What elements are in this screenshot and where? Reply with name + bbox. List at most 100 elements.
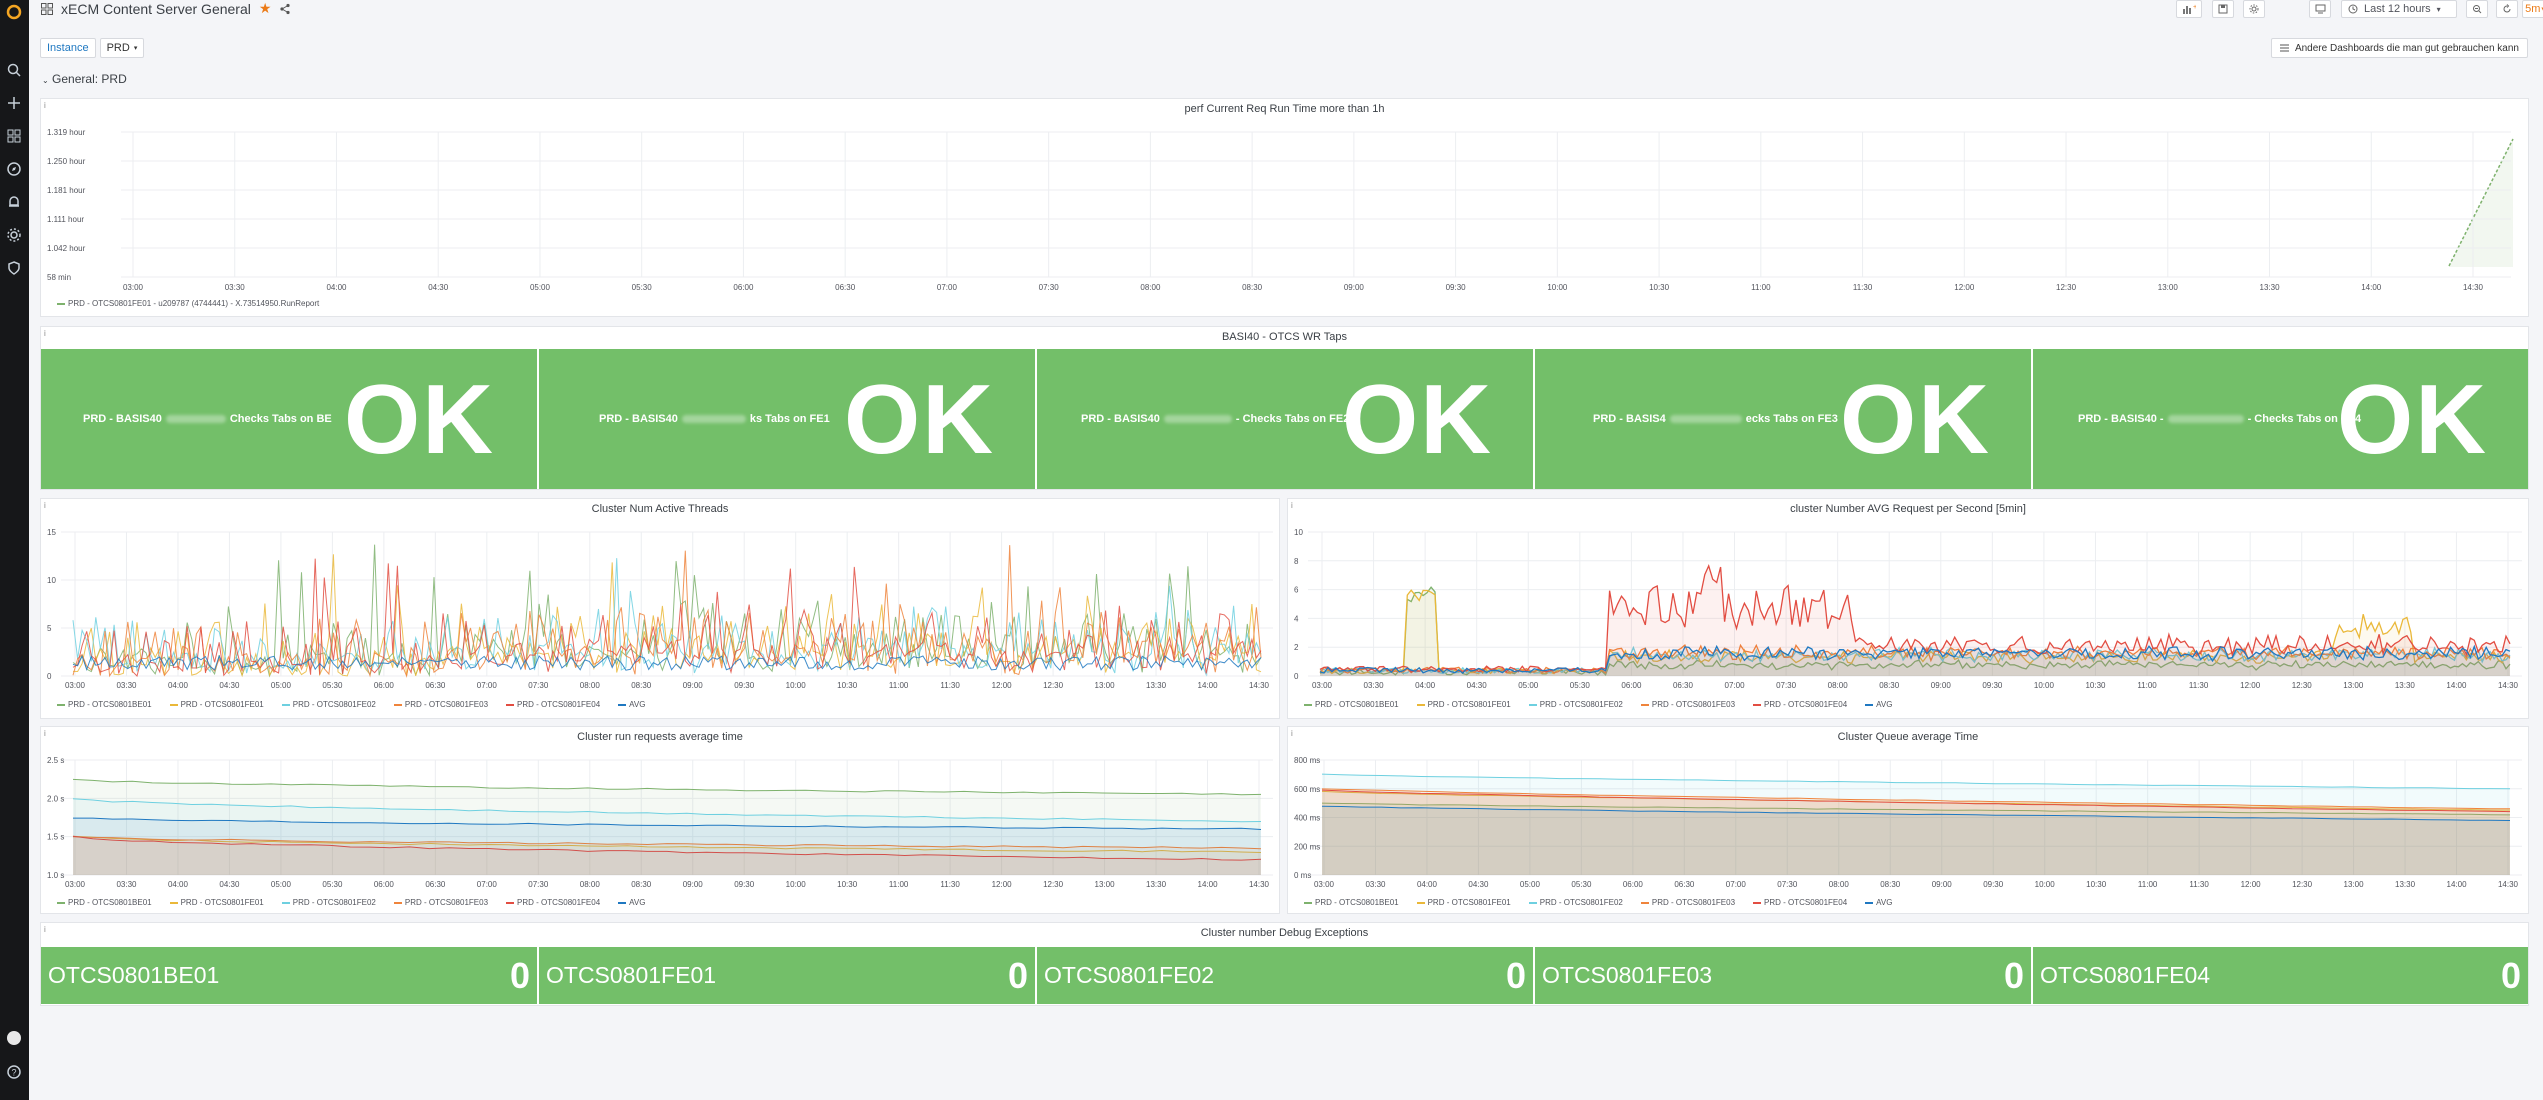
basis-ok-tile[interactable]: PRD - BASIS40 - Checks Tabs on FE2 OK [1037, 349, 1533, 489]
debug-exception-tile[interactable]: OTCS0801FE03 0 [1535, 947, 2031, 1004]
tv-mode-button[interactable] [2309, 0, 2331, 18]
panel-title[interactable]: Cluster run requests average time [577, 731, 743, 743]
debug-exception-tile[interactable]: OTCS0801FE02 0 [1037, 947, 1533, 1004]
refresh-interval-picker[interactable]: 5m ▾ [2522, 0, 2543, 18]
y-tick-label: 2.5 s [47, 756, 64, 765]
x-tick-label: 03:30 [225, 283, 246, 292]
legend-item[interactable]: PRD - OTCS0801FE04 [1753, 700, 1847, 709]
legend-item[interactable]: PRD - OTCS0801FE01 - u209787 (4744441) -… [57, 299, 319, 308]
search-icon[interactable] [4, 60, 24, 80]
legend-label: PRD - OTCS0801FE01 [180, 898, 264, 907]
panel-info-icon[interactable]: i [44, 501, 46, 510]
legend-item[interactable]: PRD - OTCS0801FE03 [393, 700, 488, 709]
series-area [1322, 806, 2510, 875]
x-tick-label: 11:30 [940, 681, 960, 690]
series-area [1322, 803, 2510, 875]
panel-title[interactable]: cluster Number AVG Request per Second [5… [1790, 503, 2026, 515]
panel-title[interactable]: Cluster Num Active Threads [591, 503, 729, 515]
legend-item[interactable]: PRD - OTCS0801BE01 [57, 898, 152, 907]
panel-info-icon[interactable]: i [44, 925, 46, 934]
debug-exception-tile[interactable]: OTCS0801FE04 0 [2033, 947, 2528, 1004]
refresh-button[interactable] [2496, 0, 2518, 18]
row-title[interactable]: ⌄ General: PRD [42, 72, 127, 86]
perf-graph[interactable]: 1.319 hour 1.250 hour 1.181 hour 1.111 hour… [41, 99, 2528, 316]
zoom-out-button[interactable] [2466, 0, 2488, 18]
x-tick-label: 14:30 [2498, 681, 2519, 690]
legend-item[interactable]: AVG [1865, 700, 1892, 709]
legend-item[interactable]: PRD - OTCS0801FE04 [506, 898, 600, 907]
legend-label: AVG [629, 898, 646, 907]
instance-variable-select[interactable]: PRD ▾ [99, 38, 145, 58]
legend-item[interactable]: PRD - OTCS0801FE01 [1416, 700, 1511, 709]
panel-info-icon[interactable]: i [1291, 501, 1293, 510]
legend-item[interactable]: PRD - OTCS0801FE02 [281, 898, 376, 907]
settings-button[interactable] [2243, 0, 2265, 18]
legend-item[interactable]: PRD - OTCS0801FE04 [506, 700, 600, 709]
legend-item[interactable]: AVG [618, 898, 645, 907]
configuration-gear-icon[interactable] [4, 225, 24, 245]
basis-ok-tile[interactable]: PRD - BASIS4 ecks Tabs on FE3 OK [1535, 349, 2031, 489]
y-tick-label: 2.0 s [47, 794, 64, 803]
basis-ok-tile[interactable]: PRD - BASIS40 - - Checks Tabs on FE4 OK [2033, 349, 2528, 489]
basis-ok-tile[interactable]: PRD - BASIS40 ks Tabs on FE1 OK [539, 349, 1035, 489]
time-picker[interactable]: Last 12 hours ▾ [2341, 0, 2457, 18]
legend-item[interactable]: PRD - OTCS0801FE03 [1640, 700, 1735, 709]
save-dashboard-button[interactable] [2212, 0, 2234, 18]
x-tick-label: 09:00 [683, 880, 704, 889]
shield-icon[interactable] [4, 258, 24, 278]
panel-title[interactable]: perf Current Req Run Time more than 1h [1184, 103, 1385, 115]
legend-item[interactable]: PRD - OTCS0801FE01 [169, 700, 264, 709]
active-threads-graph[interactable]: 15 10 5 0 03:00 03:30 04:00 04:30 05:00 05:30 06:0… [41, 499, 1279, 718]
basis-ok-tile[interactable]: PRD - BASIS40 Checks Tabs on BE OK [41, 349, 537, 489]
legend-item[interactable]: PRD - OTCS0801FE01 [169, 898, 264, 907]
legend-item[interactable]: PRD - OTCS0801BE01 [1304, 898, 1399, 907]
user-avatar[interactable] [4, 1028, 24, 1048]
legend-item[interactable]: PRD - OTCS0801FE03 [1640, 898, 1735, 907]
x-tick-label: 14:00 [1198, 681, 1219, 690]
legend-item[interactable]: PRD - OTCS0801BE01 [1304, 700, 1399, 709]
help-icon[interactable]: ? [4, 1062, 24, 1082]
star-icon[interactable]: ★ [258, 0, 272, 16]
x-tick-label: 11:30 [1853, 283, 1873, 292]
legend-item[interactable]: PRD - OTCS0801FE02 [281, 700, 376, 709]
x-tick-label: 11:00 [889, 880, 909, 889]
x-tick-label: 13:00 [2343, 681, 2364, 690]
panel-title[interactable]: Cluster Queue average Time [1837, 731, 1979, 743]
debug-exception-tile[interactable]: OTCS0801BE01 0 [41, 947, 537, 1004]
add-panel-button[interactable]: + [2176, 0, 2202, 18]
gear-icon [2249, 4, 2259, 14]
x-tick-label: 05:30 [1570, 681, 1591, 690]
y-tick-label: 200 ms [1294, 842, 1320, 851]
legend-item[interactable]: PRD - OTCS0801FE02 [1528, 700, 1623, 709]
dashboard-link[interactable]: Andere Dashboards die man gut gebrauchen… [2270, 38, 2528, 58]
legend-item[interactable]: PRD - OTCS0801FE04 [1753, 898, 1847, 907]
dashboards-icon[interactable] [4, 126, 24, 146]
panel-info-icon[interactable]: i [1291, 729, 1293, 738]
legend-swatch [618, 703, 627, 706]
x-tick-label: 09:00 [1931, 681, 1952, 690]
debug-exception-tile[interactable]: OTCS0801FE01 0 [539, 947, 1035, 1004]
panel-info-icon[interactable]: i [44, 101, 46, 110]
x-tick-label: 10:30 [1649, 283, 1670, 292]
panel-info-icon[interactable]: i [44, 729, 46, 738]
explore-icon[interactable] [4, 159, 24, 179]
panel-title[interactable]: BASI40 - OTCS WR Taps [1221, 331, 1348, 343]
legend-item[interactable]: AVG [1865, 898, 1892, 907]
panel-title[interactable]: Cluster number Debug Exceptions [1200, 927, 1369, 939]
legend-item[interactable]: PRD - OTCS0801BE01 [57, 700, 152, 709]
panel-info-icon[interactable]: i [44, 329, 46, 338]
alerting-bell-icon[interactable] [4, 192, 24, 212]
legend-item[interactable]: AVG [618, 700, 645, 709]
refresh-icon [2503, 4, 2511, 13]
share-icon[interactable] [279, 3, 291, 15]
grafana-logo-icon[interactable] [4, 2, 24, 22]
run-requests-time-graph[interactable]: 2.5 s 2.0 s 1.5 s 1.0 s03:00 03:30 04:00 04:30… [41, 727, 1279, 913]
legend-item[interactable]: PRD - OTCS0801FE03 [393, 898, 488, 907]
plus-icon[interactable] [4, 93, 24, 113]
legend-item[interactable]: PRD - OTCS0801FE02 [1528, 898, 1623, 907]
dashboard-title-text[interactable]: xECM Content Server General [61, 0, 251, 17]
legend-item[interactable]: PRD - OTCS0801FE01 [1416, 898, 1511, 907]
tile-exception-count: 0 [509, 954, 530, 996]
request-per-second-graph[interactable]: 10 8 6 4 2 0 03:00 03:30 04:00 04:30 05:00 05:30 06:… [1288, 499, 2528, 718]
